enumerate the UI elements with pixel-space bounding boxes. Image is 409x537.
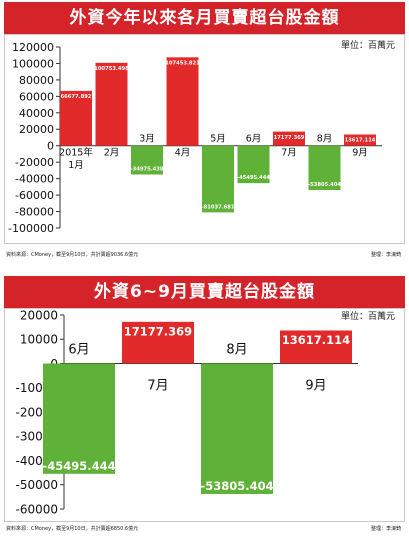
chart-title: 外資6~9月買賣超台股金額 [4,276,405,308]
x-tick-label: 6月 [246,134,262,145]
y-tick-label: -20000 [15,156,54,169]
x-tick-label: 2月 [104,148,120,159]
y-tick-label: 0 [47,140,54,153]
bar [95,62,128,146]
x-tick-label: 7月 [147,379,168,394]
x-tick-label: 9月 [305,379,326,394]
y-tick-label: 120000 [12,41,54,54]
y-tick-label: 20000 [19,123,54,136]
editor-note: 整理：李濠錡 [370,526,401,532]
bar [43,363,115,474]
bar [237,145,270,184]
y-tick-label: 60000 [19,90,54,103]
y-tick-label: -100000 [8,222,54,235]
bar-value-label: -34975.438 [131,167,164,173]
source-note: 資料來源：CMoney，截至9月10日，共計賣超9036.6億元 [6,252,139,258]
bar [308,145,341,190]
bar-chart-svg: 20000100000-10000-20000-30000-40000-5000… [15,308,358,516]
bar-value-label: 100753.498 [94,66,129,72]
x-tick-label: 3月 [139,134,155,145]
chart-panel-monthly: 外資今年以來各月買賣超台股金額 120000 100000 80000 60000 40… [0,0,409,262]
bar-value-label: 13617.114 [345,138,376,144]
x-tick-label: 2015年 [59,147,93,159]
unit-label: 單位：百萬元 [340,41,395,51]
x-tick-label: 8月 [317,134,333,145]
bar-value-label: -81037.681 [202,204,235,210]
bar [344,134,376,146]
y-tick-label: -50000 [15,478,58,492]
x-tick-label: 1月 [68,160,84,171]
y-tick-label: 100000 [12,57,54,70]
editor-note: 整理：李濠錡 [370,252,401,258]
bar-value-label: -45495.444 [42,459,115,473]
bar [131,145,163,175]
y-tick-label: -80000 [15,206,54,219]
bar [201,363,273,494]
bar-chart-svg: 120000 100000 80000 60000 40000 20000 0 -20000 -… [8,41,382,235]
bar [280,330,352,364]
x-tick-label: 5月 [210,134,226,145]
unit-label: 單位：百萬元 [340,312,395,322]
bar-value-label: 17177.369 [274,135,305,141]
x-tick-label: 4月 [175,148,191,159]
y-tick-label: -40000 [15,173,54,186]
bar-value-label: 17177.369 [124,324,192,338]
y-tick-label: 80000 [19,74,54,87]
bar [122,321,194,364]
bar [273,131,305,146]
bar [60,90,92,146]
chart-panel-jun-sep: 外資6~9月買賣超台股金額 20000100000-10000-20000-30… [0,262,409,537]
y-tick-label: 40000 [19,107,54,120]
x-tick-label: 8月 [226,343,247,358]
bar [166,57,199,146]
y-tick-label: 10000 [20,333,58,347]
source-note: 資料來源：CMoney，截至9月10日，共計賣超6850.6億元 [6,526,139,532]
x-tick-label: 7月 [281,148,297,159]
x-tick-label: 6月 [68,343,89,358]
bar-value-label: -45495.444 [237,175,270,181]
bar-value-label: 107453.821 [165,61,200,67]
chart-title: 外資今年以來各月買賣超台股金額 [4,2,405,34]
y-tick-label: -60000 [15,502,58,516]
bar-value-label: 13617.114 [282,333,350,347]
bar [202,145,234,213]
y-tick-label: -60000 [15,189,54,202]
bar-value-label: 66677.892 [61,94,92,100]
bar-value-label: -53805.404 [308,182,341,188]
bar-value-label: -53805.404 [200,479,273,493]
x-tick-label: 9月 [352,148,368,159]
y-tick-label: 20000 [20,308,58,322]
